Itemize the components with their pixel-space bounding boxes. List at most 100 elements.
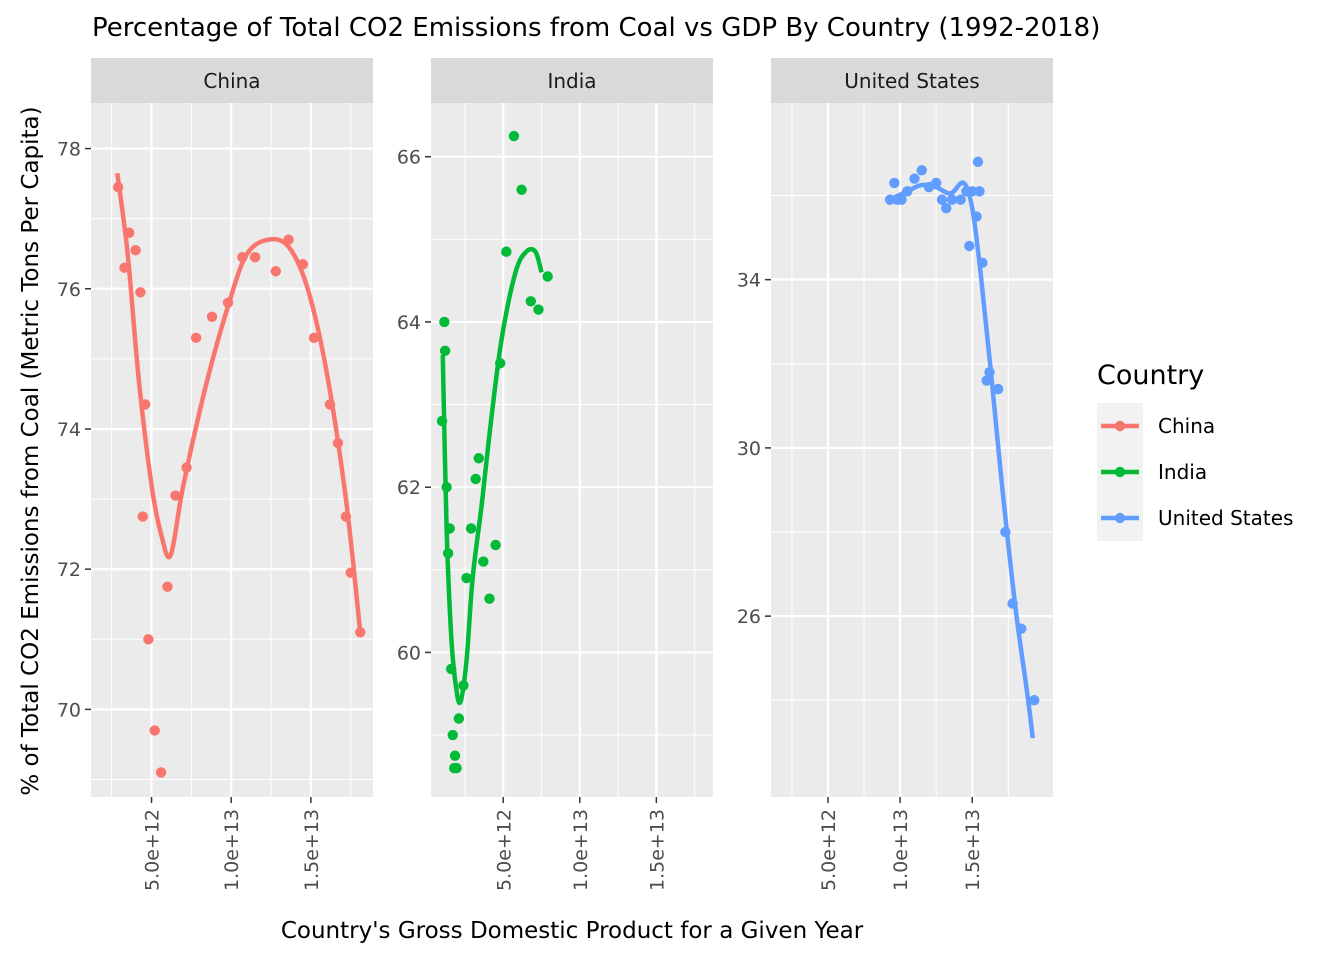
facet-panels: China 5.0e+12 1.0e+13 1.5e+13 70 72 74 76 78 Indi… [57, 58, 1053, 891]
data-point [461, 572, 472, 584]
data-point [447, 729, 458, 741]
data-point [516, 184, 527, 195]
data-point [542, 271, 553, 282]
data-point [473, 453, 484, 464]
data-point [955, 194, 966, 205]
facet-strip [91, 58, 373, 103]
data-point [465, 523, 477, 534]
y-tick-label: 34 [737, 270, 761, 292]
legend-label: China [1158, 414, 1215, 438]
data-point [941, 202, 952, 214]
facet-strip-label: India [547, 69, 596, 93]
data-point [981, 375, 992, 386]
data-point [451, 762, 462, 774]
data-point [484, 593, 495, 604]
data-point [508, 130, 520, 142]
data-point [162, 581, 173, 592]
x-tick-label: 5.0e+12 [818, 809, 840, 891]
chart-title: Percentage of Total CO2 Emissions from C… [92, 13, 1100, 43]
x-tick-label: 1.0e+13 [890, 809, 912, 891]
data-point [135, 287, 146, 298]
panel-data [436, 130, 553, 774]
x-axis-title: Country's Gross Domestic Product for a G… [281, 918, 864, 944]
data-point [155, 767, 167, 778]
data-point [501, 246, 512, 257]
facet-strip [431, 58, 713, 103]
facet-panel-united-states: United States 5.0e+12 1.0e+13 1.5e+13 26 30 34 [737, 58, 1053, 891]
x-tick-label: 1.5e+13 [301, 809, 323, 891]
y-tick-label: 70 [57, 699, 81, 721]
data-point [889, 177, 900, 189]
legend-item-united-states: United States [1097, 495, 1293, 541]
y-tick-label: 78 [57, 139, 81, 161]
data-point [149, 725, 160, 736]
data-point [137, 511, 148, 522]
smooth-line [115, 172, 363, 633]
legend-title: Country [1097, 360, 1204, 391]
smooth-line [440, 246, 544, 706]
facet-strip-label: United States [844, 69, 979, 93]
legend-label: India [1158, 460, 1207, 484]
legend-item-india: India [1097, 449, 1207, 495]
legend: Country China India United States [1097, 360, 1293, 541]
y-axis-title: % of Total CO2 Emissions from Coal (Metr… [18, 106, 44, 795]
data-point [449, 750, 461, 761]
data-point [478, 556, 489, 567]
smooth-line [889, 180, 1036, 739]
panel-background [771, 103, 1053, 797]
y-tick-label: 72 [57, 559, 81, 581]
data-point [270, 266, 282, 277]
data-point [470, 473, 481, 485]
data-point [190, 332, 202, 344]
data-point [453, 713, 465, 724]
y-tick-label: 30 [737, 438, 761, 460]
facet-panel-china: China 5.0e+12 1.0e+13 1.5e+13 70 72 74 76 78 [57, 58, 373, 891]
x-tick-label: 5.0e+12 [493, 809, 515, 891]
data-point [206, 311, 218, 323]
panel-background [431, 103, 713, 797]
data-point [974, 186, 985, 197]
y-tick-label: 66 [397, 147, 421, 169]
facet-strip-label: China [203, 69, 260, 93]
y-tick-label: 74 [57, 419, 81, 441]
legend-point [1114, 466, 1126, 478]
data-point [308, 332, 320, 344]
data-point [143, 634, 154, 645]
data-point [936, 194, 948, 205]
panel-data [884, 156, 1040, 739]
y-tick-label: 62 [397, 477, 421, 499]
data-point [130, 245, 141, 256]
x-tick-label: 5.0e+12 [142, 809, 164, 891]
legend-point [1114, 420, 1126, 432]
legend-item-china: China [1097, 403, 1215, 449]
facet-panel-india: India 5.0e+12 1.0e+13 1.5e+13 60 62 64 66 [397, 58, 713, 891]
data-point [909, 173, 920, 184]
panel-data [112, 172, 366, 778]
data-point [972, 156, 984, 168]
y-tick-label: 76 [57, 279, 81, 301]
x-tick-label: 1.5e+13 [962, 809, 984, 891]
x-tick-label: 1.0e+13 [570, 809, 592, 891]
legend-point [1114, 512, 1126, 524]
legend-label: United States [1158, 506, 1293, 530]
x-tick-label: 1.5e+13 [646, 809, 668, 891]
data-point [439, 345, 451, 357]
data-point [916, 165, 927, 176]
data-point [490, 539, 501, 551]
y-tick-label: 26 [737, 606, 761, 628]
y-tick-label: 60 [397, 642, 421, 664]
data-point [525, 296, 537, 307]
data-point [249, 252, 261, 263]
data-point [946, 194, 958, 205]
data-point [533, 304, 544, 315]
data-point [964, 240, 975, 252]
data-point [170, 490, 181, 501]
data-point [439, 316, 450, 328]
y-tick-label: 64 [397, 312, 421, 334]
data-point [1029, 695, 1040, 706]
x-tick-label: 1.0e+13 [221, 809, 243, 891]
facet-strip [771, 58, 1053, 103]
data-point [992, 383, 1004, 395]
